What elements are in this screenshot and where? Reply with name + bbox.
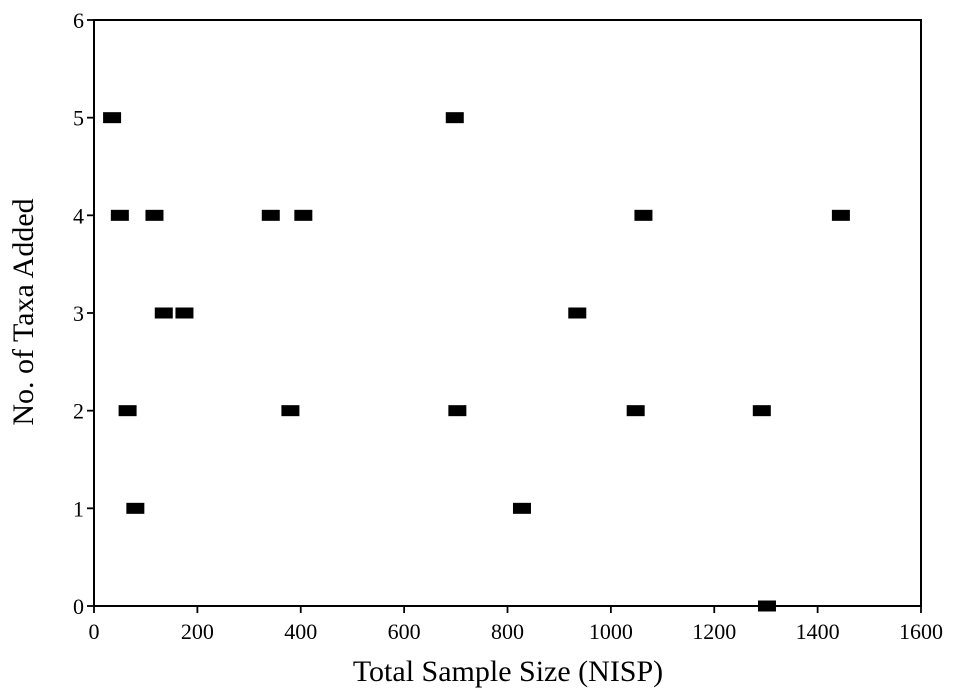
x-tick-label: 400 bbox=[284, 619, 317, 644]
data-point bbox=[126, 502, 145, 514]
data-point bbox=[103, 112, 122, 124]
y-tick-label: 3 bbox=[73, 301, 84, 326]
x-tick-label: 1200 bbox=[692, 619, 736, 644]
y-axis-ticks: 0 1 2 3 4 5 6 bbox=[73, 8, 94, 619]
x-tick-label: 1600 bbox=[899, 619, 943, 644]
x-tick-label: 1400 bbox=[796, 619, 840, 644]
y-tick-label: 5 bbox=[73, 106, 84, 131]
data-point bbox=[145, 209, 164, 221]
data-point bbox=[118, 405, 137, 417]
data-points bbox=[103, 112, 850, 612]
data-point bbox=[175, 307, 194, 319]
data-point bbox=[261, 209, 280, 221]
data-point bbox=[281, 405, 300, 417]
x-tick-label: 200 bbox=[181, 619, 214, 644]
x-tick-label: 800 bbox=[491, 619, 524, 644]
y-tick-label: 2 bbox=[73, 399, 84, 424]
data-point bbox=[634, 209, 653, 221]
data-point bbox=[752, 405, 771, 417]
y-tick-label: 4 bbox=[73, 203, 84, 228]
data-point bbox=[626, 405, 645, 417]
data-point bbox=[831, 209, 850, 221]
data-point bbox=[757, 600, 776, 612]
plot-frame bbox=[93, 19, 922, 607]
data-point bbox=[445, 112, 464, 124]
x-axis-title: Total Sample Size (NISP) bbox=[353, 655, 663, 688]
data-point bbox=[154, 307, 173, 319]
x-tick-label: 0 bbox=[89, 619, 100, 644]
x-axis-ticks: 0 200 400 600 800 1000 1200 1400 1600 bbox=[89, 606, 943, 644]
y-axis-title: No. of Taxa Added bbox=[7, 198, 40, 425]
data-point bbox=[110, 209, 129, 221]
y-tick-label: 6 bbox=[73, 8, 84, 33]
data-point bbox=[294, 209, 313, 221]
data-point bbox=[448, 405, 467, 417]
x-tick-label: 1000 bbox=[589, 619, 633, 644]
data-point bbox=[512, 502, 531, 514]
x-tick-label: 600 bbox=[388, 619, 421, 644]
y-tick-label: 1 bbox=[73, 496, 84, 521]
plot-border bbox=[93, 19, 922, 607]
data-point bbox=[568, 307, 587, 319]
y-tick-label: 0 bbox=[73, 594, 84, 619]
